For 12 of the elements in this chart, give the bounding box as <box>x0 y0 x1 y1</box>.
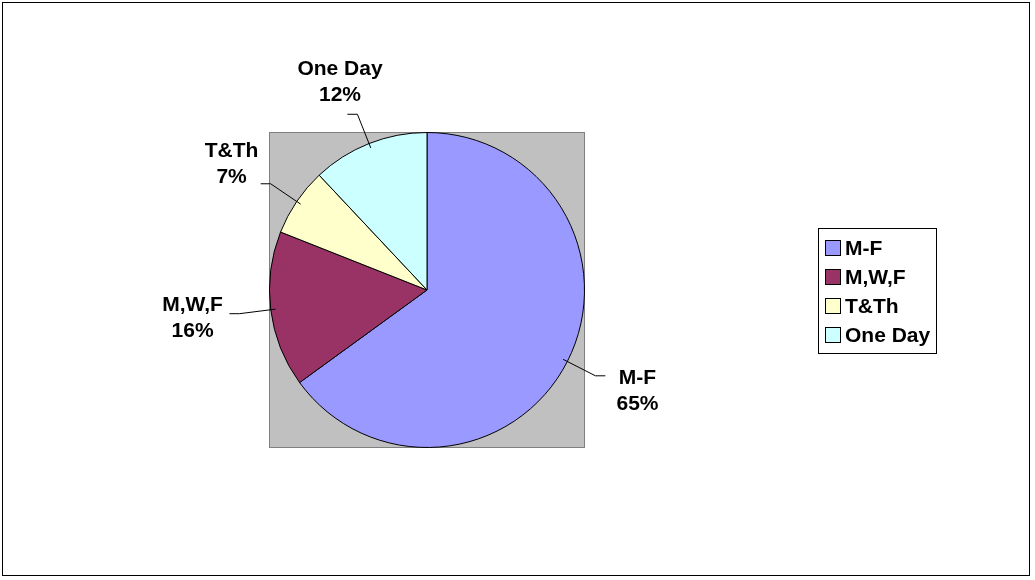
data-label: 65% <box>616 391 659 415</box>
data-label: 7% <box>216 164 248 188</box>
legend-label: T&Th <box>845 293 899 318</box>
legend-label: M,W,F <box>845 264 906 289</box>
slice-label: M,W,F <box>162 291 224 315</box>
slice-label: M-F <box>618 365 657 389</box>
data-label: 12% <box>319 81 362 105</box>
slice-label: T&Th <box>204 138 259 162</box>
legend-label: M-F <box>845 235 883 260</box>
legend-label: One Day <box>845 322 931 347</box>
data-label: 16% <box>171 317 214 341</box>
slice-label: One Day <box>297 55 383 79</box>
